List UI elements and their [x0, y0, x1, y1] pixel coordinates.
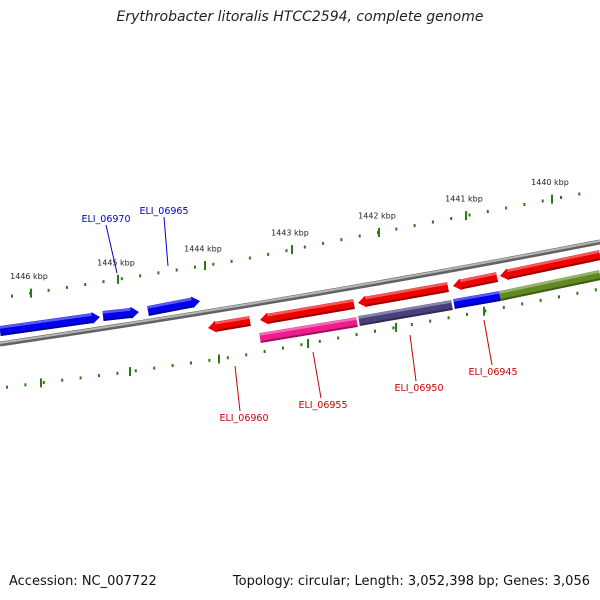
gene-label: ELI_06950 — [394, 383, 443, 394]
gene-arrow-reverse-shadow — [508, 258, 600, 280]
gene-label-leader — [409, 334, 417, 382]
gene-arrow-reverse — [260, 299, 355, 325]
backbone-highlight — [0, 240, 600, 344]
scale-label: 1443 kbp — [271, 229, 309, 238]
gene-arrow-reverse — [358, 282, 449, 308]
gene-arrow-reverse-shadow — [366, 289, 449, 307]
gene-label: ELI_06960 — [219, 413, 268, 424]
gene-arrow-forward-highlight — [0, 313, 92, 329]
gene-arrow-forward-shadow — [148, 305, 194, 316]
gene-arrow-reverse — [500, 250, 600, 281]
gene-feature-bar-highlight — [358, 300, 452, 319]
gene-arrow-reverse-highlight — [365, 282, 448, 300]
gene-label: ELI_06955 — [298, 400, 347, 411]
gene-feature-bar-shadow — [454, 298, 501, 309]
gene-arrow-reverse-shadow — [216, 323, 251, 332]
gene-label-leader — [312, 351, 322, 399]
gene-feature-bar — [259, 317, 358, 343]
scale-label: 1446 kbp — [10, 272, 48, 281]
gene-arrow-forward-shadow — [0, 321, 93, 336]
map-title: Erythrobacter litoralis HTCC2594, comple… — [116, 9, 484, 25]
gene-arrow-reverse-shadow — [268, 306, 355, 324]
scale-label: 1444 kbp — [184, 245, 222, 254]
gene-arrow-forward — [147, 296, 200, 316]
gene-feature-bar — [453, 291, 501, 309]
gene-label-leader — [483, 319, 493, 366]
gene-feature-bar-shadow — [500, 278, 600, 301]
gene-arrow-reverse — [453, 272, 499, 291]
gene-feature-bar — [358, 300, 453, 326]
gene-features — [0, 250, 600, 343]
gene-arrow-forward-shadow — [103, 315, 132, 321]
gene-feature-bar-highlight — [259, 317, 357, 336]
gene-labels: ELI_06970 ELI_06965 ELI_06960 ELI_06955 ELI_… — [81, 206, 517, 424]
gene-arrow-reverse-highlight — [215, 316, 250, 325]
scale-label: 1445 kbp — [97, 258, 135, 267]
gene-label: ELI_06970 — [81, 214, 130, 225]
genome-backbone — [0, 239, 600, 347]
gene-arrow-forward-highlight — [102, 308, 131, 314]
gene-feature-bar-highlight — [453, 291, 500, 302]
gene-label: ELI_06945 — [468, 367, 517, 378]
accession-text: Accession: NC_007722 — [9, 574, 157, 589]
gene-arrow-forward-highlight — [147, 297, 192, 309]
gene-feature-bar-highlight — [499, 270, 600, 294]
gene-arrow-reverse-shadow — [461, 279, 499, 290]
gene-label: ELI_06965 — [139, 206, 188, 217]
gene-arrow-reverse-highlight — [267, 299, 354, 317]
gene-label-leader — [163, 216, 169, 267]
genome-summary-text: Topology: circular; Length: 3,052,398 bp… — [232, 574, 590, 589]
scale-ticks: 1440 kbp 1441 kbp 1442 kbp 1443 kbp 1444 kbp… — [6, 178, 597, 389]
gene-arrow-forward — [0, 312, 100, 336]
gene-arrow-reverse-highlight — [459, 272, 497, 283]
gene-arrow-forward-body — [147, 296, 200, 316]
gene-arrow-reverse-highlight — [506, 250, 600, 273]
scale-label: 1442 kbp — [358, 211, 396, 220]
gene-arrow-forward — [102, 306, 139, 321]
scale-label: 1440 kbp — [531, 178, 569, 187]
gene-arrow-reverse — [208, 316, 251, 333]
gene-feature-bar-shadow — [359, 307, 453, 326]
gene-feature-bar — [498, 270, 600, 301]
scale-label: 1441 kbp — [445, 195, 483, 204]
gene-label-leader — [234, 365, 241, 412]
gene-feature-bar-shadow — [260, 324, 358, 343]
gene-label-leader — [105, 224, 118, 274]
